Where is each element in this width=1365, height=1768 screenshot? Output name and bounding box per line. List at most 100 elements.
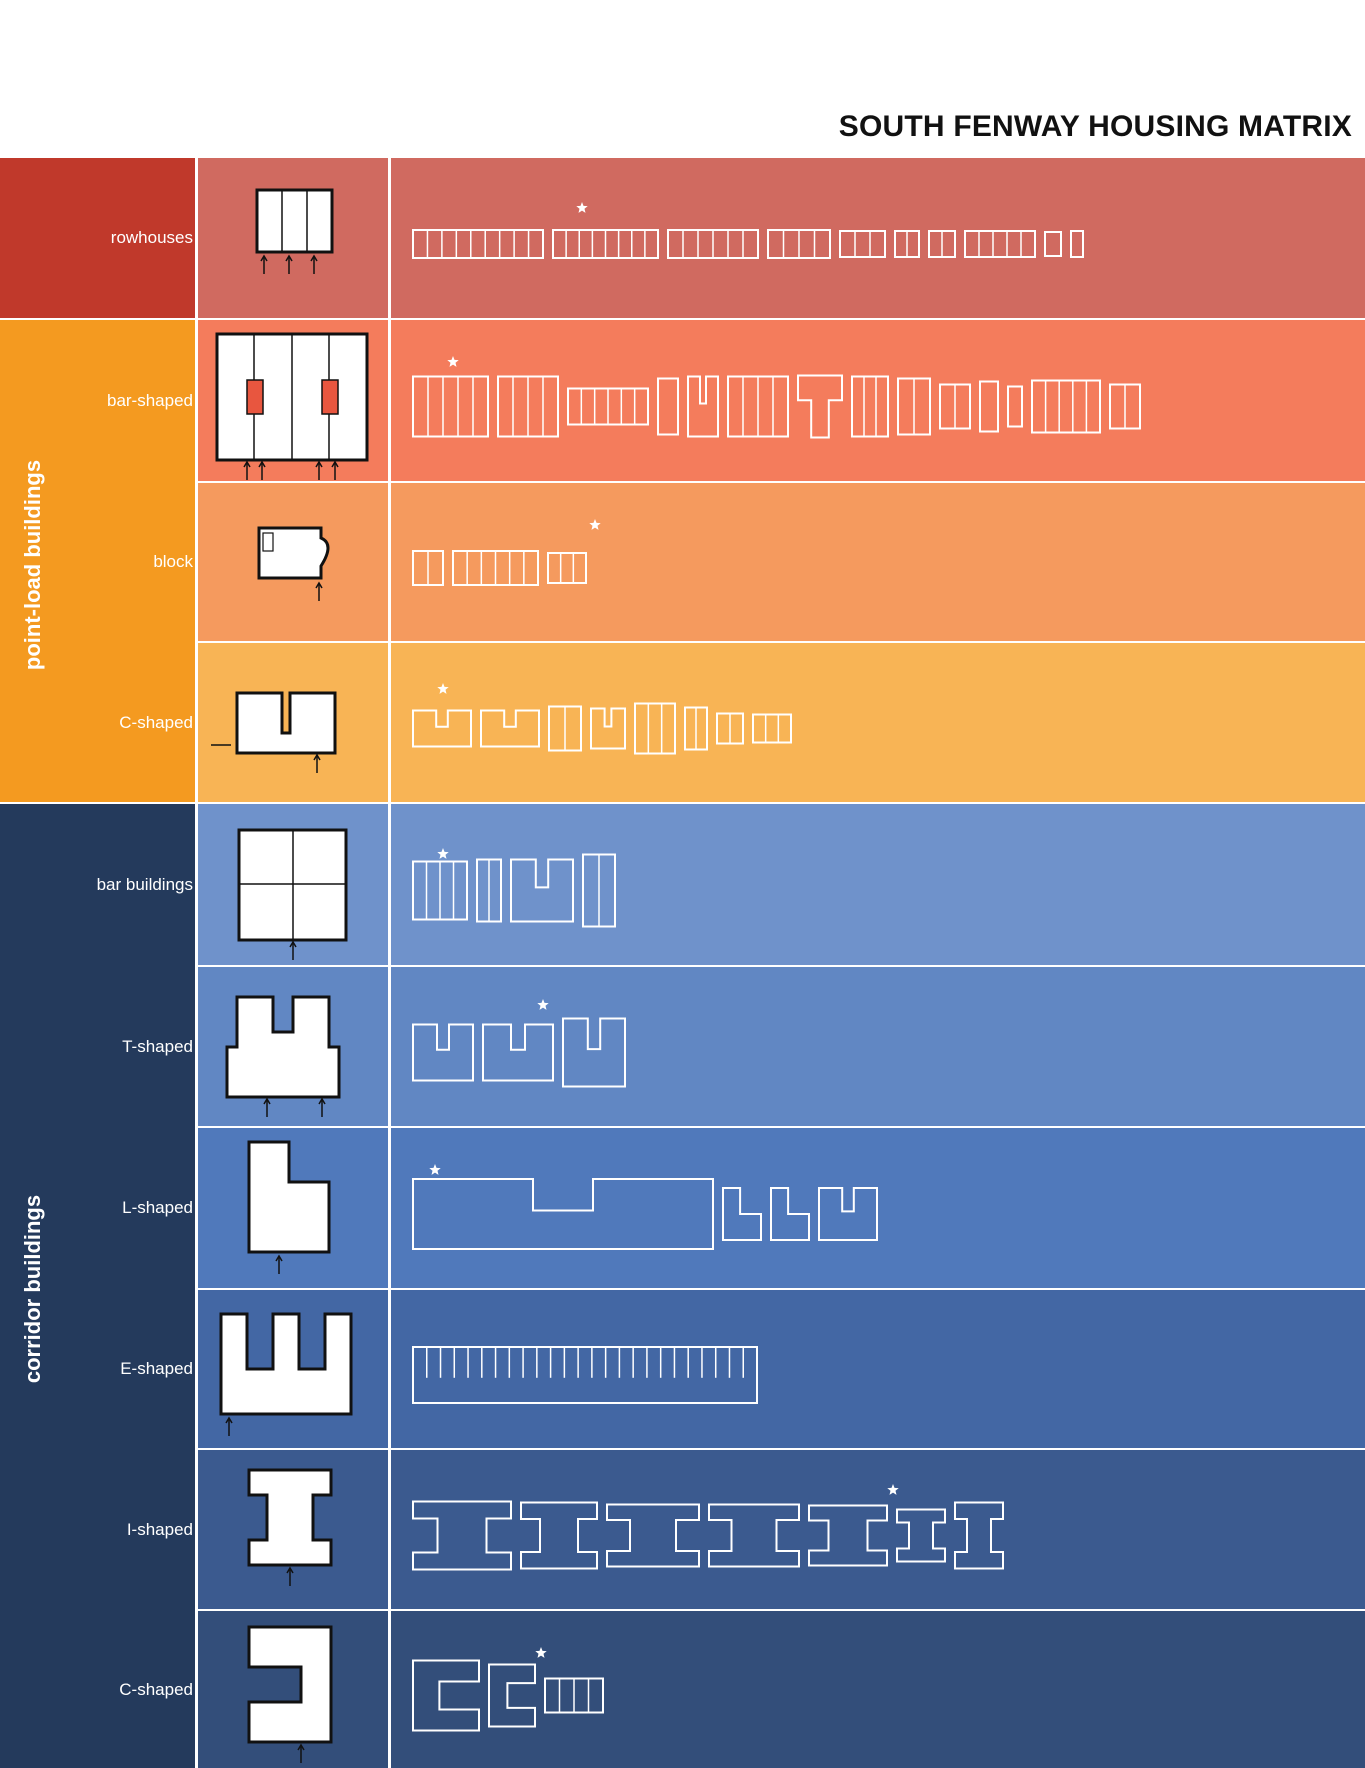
building-footprint	[752, 713, 792, 744]
building-footprint	[687, 375, 719, 438]
band-divider	[0, 318, 197, 320]
building-footprint	[412, 1346, 758, 1404]
row-label: bar-shaped	[106, 390, 193, 410]
building-footprint	[928, 230, 956, 258]
building-footprint	[548, 705, 582, 752]
building-footprint	[894, 230, 920, 258]
typical-plan-icon	[237, 828, 348, 960]
building-footprint	[851, 375, 889, 438]
typical-plan-icon	[219, 1312, 353, 1436]
building-footprint	[727, 375, 789, 438]
building-footprint	[488, 1663, 536, 1728]
row-divider	[197, 1609, 1365, 1611]
row-label: block	[153, 552, 193, 571]
building-footprint	[896, 1508, 946, 1563]
star-marker-icon	[576, 202, 588, 213]
star-marker-icon	[429, 1164, 441, 1175]
row-label: T-shaped	[122, 1036, 193, 1056]
typical-plan-cell	[197, 483, 389, 641]
matrix-row: C-shaped	[0, 643, 1365, 802]
typical-plan-cell	[197, 1450, 389, 1609]
building-footprint	[939, 383, 971, 430]
star-marker-icon	[537, 999, 549, 1010]
band-divider	[0, 802, 197, 804]
building-footprint	[412, 1178, 714, 1250]
building-footprint	[606, 1503, 700, 1568]
matrix-row: E-shaped	[0, 1290, 1365, 1448]
building-footprint	[667, 229, 759, 259]
row-label: C-shaped	[119, 712, 193, 732]
building-footprint	[562, 1017, 626, 1088]
building-footprint	[582, 853, 616, 928]
building-footprint	[954, 1501, 1004, 1570]
row-divider	[197, 318, 1365, 320]
building-footprint	[634, 702, 676, 755]
building-footprint	[964, 230, 1036, 258]
typical-plan-icon	[255, 188, 334, 274]
row-label: C-shaped	[119, 1679, 193, 1699]
building-footprint	[480, 709, 540, 748]
building-footprint	[412, 375, 489, 438]
typical-plan-cell	[197, 643, 389, 802]
typical-plan-cell	[197, 1128, 389, 1288]
star-marker-icon	[447, 356, 459, 367]
typical-plan-cell	[197, 320, 389, 481]
matrix-row: C-shaped	[0, 1611, 1365, 1768]
building-footprint	[412, 550, 444, 586]
building-footprint	[708, 1503, 800, 1568]
building-footprint	[482, 1023, 554, 1082]
building-footprint	[1070, 230, 1084, 258]
building-footprint	[1007, 385, 1023, 428]
star-marker-icon	[437, 683, 449, 694]
examples-cell	[391, 643, 1365, 802]
building-footprint	[716, 712, 744, 745]
building-footprint	[544, 1677, 604, 1714]
matrix-row: bar buildings	[0, 804, 1365, 965]
building-footprint	[767, 229, 831, 259]
building-footprint	[897, 377, 931, 436]
examples-cell	[391, 804, 1365, 965]
typical-plan-icon	[247, 1468, 333, 1586]
building-footprint	[818, 1187, 878, 1241]
star-marker-icon	[535, 1647, 547, 1658]
star-marker-icon	[437, 848, 449, 859]
row-divider	[197, 641, 1365, 643]
building-footprint	[1109, 383, 1141, 430]
building-footprint	[552, 229, 659, 259]
typical-plan-icon	[215, 332, 369, 480]
page-title: SOUTH FENWAY HOUSING MATRIX	[838, 110, 1352, 143]
row-divider	[197, 1288, 1365, 1290]
row-label: I-shaped	[126, 1519, 193, 1539]
matrix-row: block	[0, 483, 1365, 641]
building-footprint	[497, 375, 559, 438]
row-divider	[197, 481, 1365, 483]
building-footprint	[412, 709, 472, 748]
band-point-load: point-load buildings	[0, 320, 197, 802]
building-footprint	[547, 552, 587, 584]
row-label: rowhouses	[110, 228, 193, 247]
row-label: bar buildings	[96, 874, 193, 894]
band-rowhouses	[0, 158, 197, 318]
typical-plan-icon	[247, 1625, 333, 1763]
building-footprint	[412, 1023, 474, 1082]
row-divider	[197, 802, 1365, 804]
building-footprint	[1031, 379, 1101, 434]
matrix-row: T-shaped	[0, 967, 1365, 1126]
typical-plan-icon	[211, 691, 337, 773]
building-footprint	[979, 380, 999, 433]
typical-plan-cell	[197, 158, 389, 318]
building-footprint	[1044, 231, 1062, 257]
row-divider	[197, 1448, 1365, 1450]
typical-plan-cell	[197, 1611, 389, 1768]
examples-cell	[391, 1290, 1365, 1448]
divider-left	[195, 158, 198, 1768]
building-footprint	[839, 230, 886, 258]
matrix-row: I-shaped	[0, 1450, 1365, 1609]
building-footprint	[808, 1504, 888, 1567]
typical-plan-cell	[197, 804, 389, 965]
building-footprint	[412, 229, 544, 259]
building-footprint	[590, 707, 626, 750]
row-divider	[197, 1126, 1365, 1128]
building-footprint	[567, 387, 649, 426]
building-footprint	[684, 706, 708, 751]
